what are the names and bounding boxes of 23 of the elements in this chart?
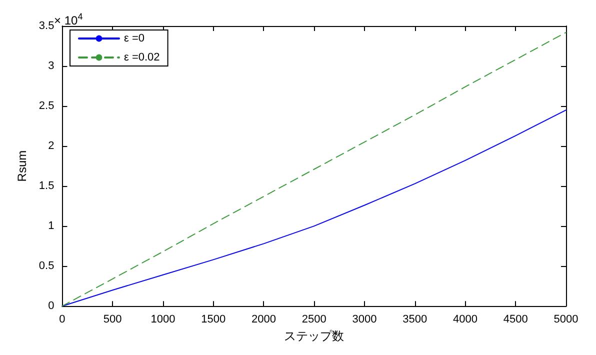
x-tick-label: 4000 [452, 314, 478, 326]
x-tick-label: 4500 [503, 314, 528, 326]
y-tick-label: 1 [48, 220, 54, 232]
y-tick-label: 1.5 [38, 180, 54, 192]
y-tick-label: 3.5 [38, 20, 54, 32]
x-tick-label: 0 [59, 314, 66, 326]
x-tick-label: 2500 [302, 314, 326, 326]
y-axis-title: Rsum [15, 150, 29, 182]
y-tick-label: 0.5 [38, 260, 54, 272]
x-tick-label: 500 [103, 314, 122, 326]
y-tick-label: 3 [48, 60, 54, 72]
x-tick-label: 3000 [352, 314, 377, 326]
x-axis-title: ステップ数 [284, 329, 344, 343]
y-tick-label: 2.5 [38, 100, 54, 112]
x-tick-label: 5000 [554, 314, 578, 326]
x-tick-label: 2000 [251, 314, 276, 326]
y-tick-label: 2 [48, 140, 54, 152]
x-tick-label: 1500 [201, 314, 226, 326]
legend-label: ε =0 [124, 32, 145, 44]
y-tick-label: 0 [48, 300, 54, 312]
x-tick-label: 3500 [402, 314, 428, 326]
x-tick-label: 1000 [150, 314, 176, 326]
legend-label: ε =0.02 [124, 52, 160, 64]
